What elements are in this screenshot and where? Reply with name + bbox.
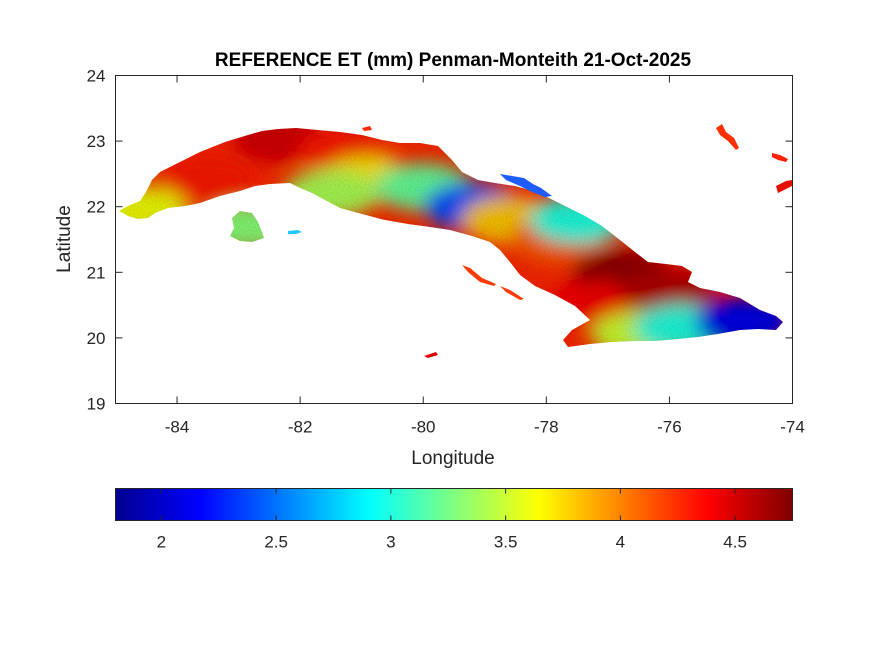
x-tick-label: -84 [165, 418, 190, 437]
x-tick-label: -80 [411, 418, 436, 437]
x-axis-ticks: -84 -82 -80 -78 -76 -74 [165, 75, 805, 437]
x-axis-label: Longitude [411, 448, 494, 469]
cay-north [500, 174, 552, 197]
y-axis-ticks: 19 20 21 22 23 24 [87, 67, 793, 414]
et-region-guanahacabibes [119, 185, 189, 234]
cay-east-2 [772, 153, 788, 162]
colorbar-tick-label: 3.5 [494, 533, 518, 552]
et-region-camaguey-north [529, 195, 626, 244]
cay-small [362, 126, 372, 131]
et-region-guantanamo [695, 297, 783, 346]
cay-islet [424, 352, 438, 358]
cay-jardines [288, 230, 302, 234]
colorbar-tick-label: 4.5 [723, 533, 747, 552]
et-region-zapata [282, 169, 379, 218]
et-region-pinar-del-rio [159, 156, 256, 205]
y-tick-label: 19 [87, 395, 106, 414]
y-tick-label: 21 [87, 263, 106, 282]
y-tick-label: 23 [87, 132, 106, 151]
colorbar-tick-label: 3 [386, 533, 395, 552]
colorbar [115, 488, 793, 521]
colorbar-ticks: 2 2.5 3 3.5 4 4.5 [157, 488, 747, 552]
x-tick-label: -78 [534, 418, 559, 437]
colorbar-tick-label: 2.5 [264, 533, 288, 552]
cay-south-2 [500, 286, 524, 300]
chart-title: REFERENCE ET (mm) Penman-Monteith 21-Oct… [215, 50, 692, 71]
x-tick-label: -74 [780, 418, 805, 437]
y-tick-label: 24 [87, 67, 106, 86]
et-field [119, 128, 783, 347]
cays [288, 124, 792, 358]
cay-south-west [462, 265, 496, 286]
axes-box [115, 75, 793, 404]
cay-east-3 [776, 180, 792, 193]
y-tick-label: 20 [87, 329, 106, 348]
y-axis-label: Latitude [54, 205, 75, 273]
colorbar-tick-label: 4 [616, 533, 625, 552]
x-tick-label: -76 [657, 418, 682, 437]
colorbar-tick-label: 2 [157, 533, 166, 552]
cay-east-1 [716, 124, 739, 150]
x-tick-label: -82 [288, 418, 313, 437]
et-region-isla-de-la-juventud [199, 202, 296, 251]
y-tick-label: 22 [87, 198, 106, 217]
